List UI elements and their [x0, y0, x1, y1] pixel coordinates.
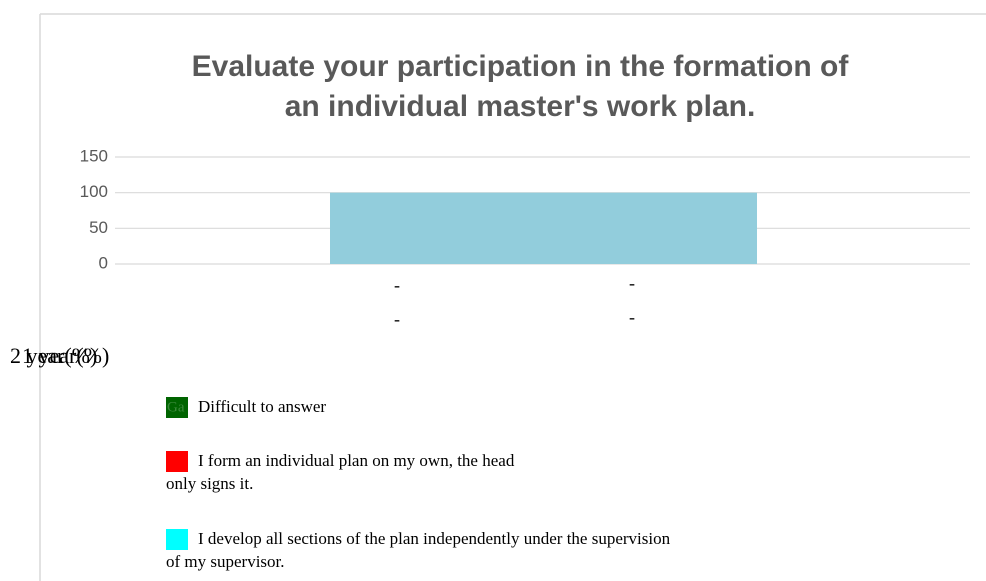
- legend-label: of my supervisor.: [166, 552, 285, 571]
- legend-swatch: [166, 451, 188, 472]
- legend-label: only signs it.: [166, 474, 253, 493]
- bar: [330, 192, 757, 264]
- x-tick-label: -: [394, 309, 400, 329]
- legend-label: I develop all sections of the plan indep…: [198, 529, 671, 548]
- y-tick-label: 0: [99, 253, 108, 272]
- legend-swatch-text: Ga: [167, 399, 185, 415]
- group-label: 2 year(%): [10, 343, 97, 368]
- legend-swatch: [166, 529, 188, 550]
- y-tick-label: 50: [89, 218, 108, 237]
- legend-label: I form an individual plan on my own, the…: [198, 451, 515, 470]
- group-label: 1 year(%): [22, 343, 109, 368]
- x-tick-label: -: [394, 275, 400, 295]
- chart-title: an individual master's work plan.: [285, 90, 756, 123]
- x-tick-label: -: [629, 273, 635, 293]
- chart-title: Evaluate your participation in the forma…: [192, 50, 850, 83]
- y-tick-label: 150: [80, 146, 108, 165]
- y-tick-label: 100: [80, 182, 108, 201]
- x-tick-label: -: [629, 307, 635, 327]
- legend-swatch: [166, 397, 188, 418]
- legend-label: Difficult to answer: [198, 397, 326, 416]
